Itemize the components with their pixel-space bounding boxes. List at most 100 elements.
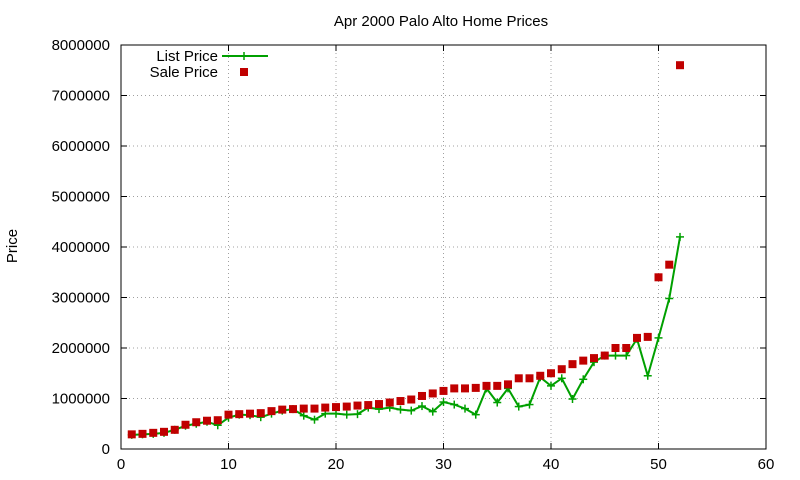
legend-label: List Price: [156, 48, 218, 65]
data-point: [396, 405, 405, 414]
data-point: [568, 360, 577, 369]
x-tick-label: 20: [328, 456, 345, 473]
legend-marker: [240, 52, 248, 60]
data-point: [461, 384, 469, 393]
data-point: [557, 374, 566, 383]
y-tick-label: 8000000: [52, 37, 110, 54]
data-point: [450, 400, 459, 409]
data-point: [407, 406, 416, 415]
axes: 0 10 20 30 40 50 60 0 1000000 2000000 3000000 40000…: [52, 37, 775, 473]
data-point: [590, 354, 598, 363]
data-point: [557, 365, 566, 374]
data-point: [235, 410, 244, 419]
data-point: [160, 427, 168, 436]
data-point: [611, 344, 620, 352]
data-point: [665, 260, 674, 269]
data-point: [676, 61, 684, 70]
data-point: [579, 356, 588, 365]
series-line: [131, 236, 681, 436]
y-tick-label: 4000000: [52, 239, 110, 256]
data-point: [267, 407, 276, 416]
data-point: [504, 380, 512, 389]
data-point: [622, 351, 631, 360]
y-tick-label: 5000000: [52, 189, 110, 206]
chart-title: Apr 2000 Palo Alto Home Prices: [334, 13, 548, 30]
data-point: [213, 416, 222, 425]
x-tick-label: 50: [650, 456, 667, 473]
x-tick-label: 0: [117, 456, 125, 473]
grid: [121, 45, 766, 449]
data-point: [525, 400, 534, 409]
data-point: [568, 395, 577, 404]
x-tick-label: 30: [435, 456, 452, 473]
data-point: [439, 386, 448, 395]
data-point: [321, 403, 330, 412]
data-point: [611, 351, 620, 360]
data-point: [525, 374, 534, 383]
y-tick-label: 3000000: [52, 290, 110, 307]
y-tick-label: 7000000: [52, 88, 110, 105]
data-point: [428, 389, 437, 398]
data-point: [514, 402, 523, 411]
data-point: [676, 232, 684, 241]
legend-marker: [240, 68, 248, 76]
data-point: [353, 410, 362, 419]
data-point: [149, 428, 158, 437]
x-tick-label: 10: [220, 456, 237, 473]
data-point: [493, 381, 502, 390]
data-point: [299, 411, 308, 420]
data-point: [407, 395, 416, 404]
plot-area: [127, 61, 684, 439]
data-point: [536, 371, 545, 380]
data-point: [600, 351, 609, 360]
data-point: [643, 332, 652, 341]
data-point: [471, 383, 480, 392]
data-point: [643, 371, 652, 380]
data-point: [385, 398, 394, 407]
data-point: [428, 407, 437, 416]
data-point: [353, 401, 362, 410]
series-1: [127, 61, 684, 439]
data-point: [514, 374, 523, 383]
data-point: [493, 398, 502, 407]
data-point: [138, 429, 147, 438]
y-tick-label: 2000000: [52, 340, 110, 357]
data-point: [622, 344, 631, 352]
data-point: [289, 405, 297, 414]
x-tick-label: 40: [543, 456, 560, 473]
data-point: [256, 409, 265, 418]
data-point: [364, 401, 373, 410]
data-point: [224, 410, 233, 419]
y-tick-label: 6000000: [52, 138, 110, 155]
data-point: [633, 333, 641, 342]
data-point: [396, 397, 405, 406]
legend-label: Sale Price: [150, 64, 218, 81]
data-point: [461, 404, 469, 413]
data-point: [342, 402, 351, 411]
y-tick-label: 1000000: [52, 391, 110, 408]
data-point: [203, 416, 211, 425]
data-point: [579, 375, 588, 384]
data-point: [342, 410, 351, 419]
data-point: [547, 369, 555, 378]
data-point: [471, 410, 480, 419]
y-axis-label: Price: [4, 229, 21, 263]
data-point: [418, 391, 426, 400]
data-point: [654, 333, 663, 342]
data-point: [547, 381, 555, 390]
data-point: [181, 420, 190, 429]
data-point: [665, 294, 674, 303]
data-point: [246, 409, 254, 418]
data-point: [375, 400, 383, 409]
data-point: [127, 430, 136, 439]
data-point: [418, 402, 426, 411]
data-point: [170, 425, 179, 434]
data-point: [310, 415, 319, 424]
data-point: [299, 404, 308, 413]
data-point: [332, 403, 340, 412]
data-point: [278, 405, 287, 414]
data-point: [310, 404, 319, 413]
data-point: [654, 273, 663, 282]
